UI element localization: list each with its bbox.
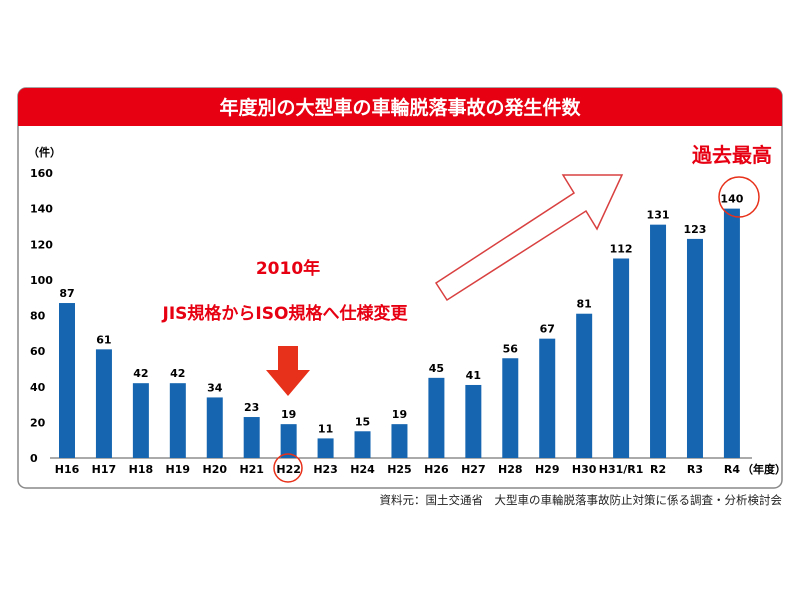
bar-H16	[59, 303, 75, 458]
bar-H30	[576, 313, 593, 458]
bar-H28	[502, 358, 519, 458]
x-tick-label: H23	[313, 463, 338, 476]
data-label: 67	[540, 323, 555, 336]
x-tick-label: H26	[424, 463, 449, 476]
bar-R4	[723, 208, 740, 458]
x-tick-label: H29	[535, 463, 560, 476]
bar-H25	[391, 424, 408, 458]
highlight-circle-h22	[273, 453, 303, 483]
data-label: 15	[355, 415, 370, 428]
data-label: 123	[683, 223, 706, 236]
bar-H21	[243, 417, 260, 458]
data-label: 19	[392, 408, 407, 421]
x-axis-label: （年度）	[742, 462, 786, 476]
x-tick-label: H31/R1	[599, 463, 644, 476]
data-label: 112	[610, 243, 633, 256]
data-label: 56	[503, 342, 519, 355]
x-tick-label: H25	[387, 463, 412, 476]
chart-title: 年度別の大型車の車輪脱落事故の発生件数	[219, 96, 581, 119]
y-axis-label: （件）	[28, 145, 61, 159]
data-label: 42	[170, 367, 185, 380]
x-tick-label: H30	[572, 463, 597, 476]
bar-H17	[95, 349, 112, 458]
bar-H22	[280, 424, 297, 458]
annotation-record: 過去最高	[692, 143, 772, 167]
bar-H18	[132, 383, 149, 458]
trend-arrow	[434, 174, 624, 302]
y-tick-label: 20	[30, 416, 46, 429]
data-label: 61	[96, 333, 111, 346]
bar-H24	[354, 431, 371, 458]
y-tick-label: 0	[30, 452, 38, 465]
bar-H29	[539, 338, 556, 458]
data-label: 42	[133, 367, 148, 380]
x-tick-label: H27	[461, 463, 486, 476]
x-tick-label: H18	[129, 463, 154, 476]
highlight-circle-record	[718, 176, 760, 218]
x-tick-label: R2	[650, 463, 666, 476]
x-tick-label: H19	[166, 463, 191, 476]
x-tick-label: H16	[55, 463, 80, 476]
x-tick-label: H28	[498, 463, 523, 476]
data-label: 81	[577, 298, 592, 311]
bar-H26	[428, 377, 445, 458]
y-tick-label: 140	[30, 203, 53, 216]
y-tick-label: 80	[30, 310, 46, 323]
data-label: 11	[318, 422, 333, 435]
title-header	[18, 88, 782, 126]
data-label: 87	[59, 287, 74, 300]
bar-R3	[686, 238, 703, 458]
data-label: 140	[720, 193, 743, 206]
y-tick-label: 40	[30, 381, 46, 394]
bar-H20	[206, 397, 223, 458]
x-tick-label: H17	[92, 463, 117, 476]
x-tick-label: H22	[276, 463, 301, 476]
bar-H19	[169, 383, 186, 458]
data-label: 41	[466, 369, 481, 382]
bar-R2	[650, 224, 667, 458]
annotation-year: 2010年	[256, 258, 320, 279]
data-label: 19	[281, 408, 296, 421]
y-tick-label: 100	[30, 274, 53, 287]
x-tick-label: H20	[203, 463, 228, 476]
data-label: 45	[429, 362, 444, 375]
x-tick-label: R4	[724, 463, 740, 476]
bar-H31/R1	[613, 258, 630, 458]
y-tick-label: 60	[30, 345, 46, 358]
y-tick-label: 120	[30, 238, 53, 251]
data-label: 23	[244, 401, 259, 414]
data-label: 34	[207, 381, 223, 394]
x-tick-label: H21	[239, 463, 264, 476]
annotation-change: JIS規格からISO規格へ仕様変更	[162, 303, 409, 324]
x-tick-label: H24	[350, 463, 375, 476]
y-tick-label: 160	[30, 167, 53, 180]
source-note: 資料元：国土交通省 大型車の車輪脱落事故防止対策に係る調査・分析検討会	[380, 493, 783, 507]
bar-H23	[317, 438, 334, 458]
x-tick-label: R3	[687, 463, 703, 476]
down-arrow-icon	[266, 346, 310, 396]
bar-H27	[465, 384, 482, 458]
data-label: 131	[647, 209, 670, 222]
